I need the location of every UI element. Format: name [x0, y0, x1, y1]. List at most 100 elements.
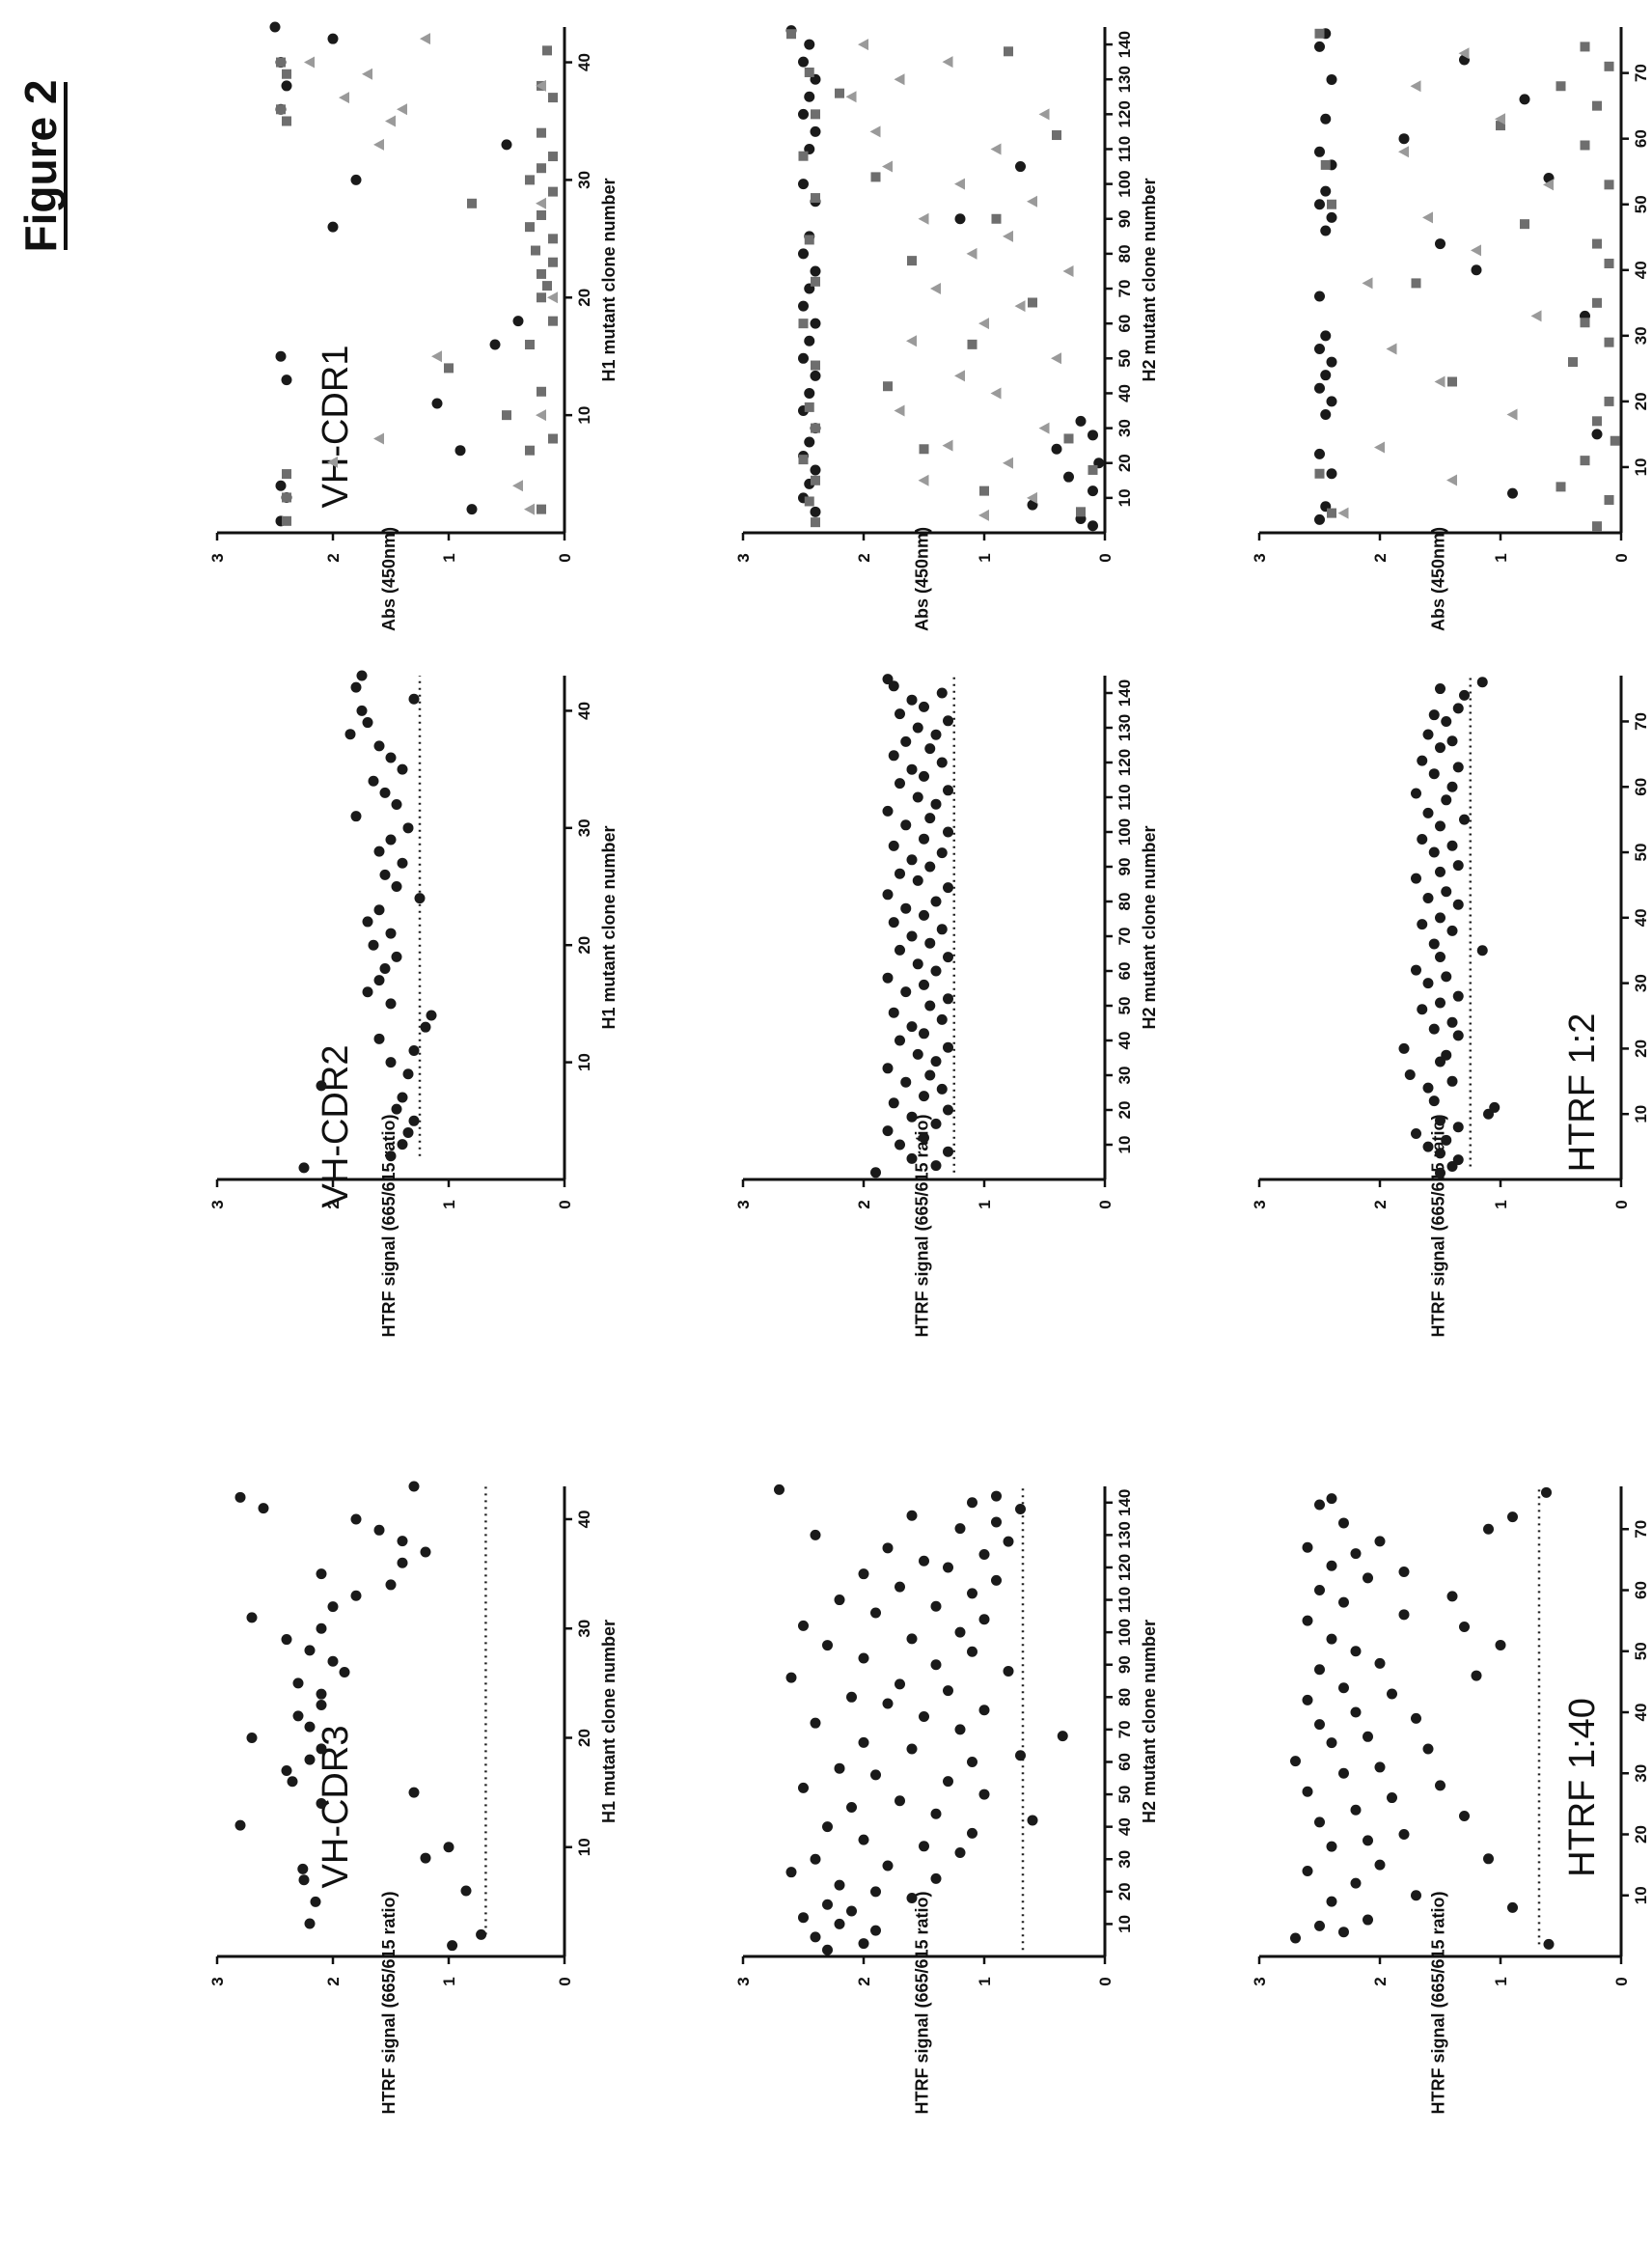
data-point-circle: [1350, 1706, 1362, 1718]
x-axis-title: H1 mutant clone number: [599, 825, 619, 1029]
data-point-circle: [895, 868, 905, 879]
data-point-circle: [954, 213, 966, 225]
data-point-circle: [368, 775, 379, 787]
data-point-circle: [804, 387, 815, 399]
data-point-circle: [1314, 1585, 1325, 1596]
data-point-triangle: [966, 247, 977, 260]
data-point-circle: [327, 33, 339, 44]
data-point-square: [548, 234, 558, 244]
data-point-square: [1314, 28, 1325, 39]
data-point-circle: [936, 687, 948, 699]
data-point-circle: [408, 1481, 420, 1492]
y-tick-label: 1: [1492, 553, 1510, 562]
column-label-htrf-1-2: HTRF 1:2: [1562, 1013, 1603, 1173]
data-point-square: [811, 475, 820, 485]
data-point-circle: [327, 1655, 339, 1667]
data-point-triangle: [1337, 507, 1349, 519]
data-point-circle: [1314, 448, 1325, 459]
data-point-circle: [895, 708, 905, 720]
y-tick-label: 0: [556, 1977, 574, 1985]
data-point-square: [537, 504, 546, 514]
data-point-circle: [297, 1863, 309, 1874]
data-point-circle: [408, 1115, 420, 1126]
x-tick-label: 40: [1115, 1032, 1134, 1050]
data-point-triangle: [858, 39, 868, 51]
data-point-circle: [870, 1167, 881, 1178]
data-point-circle: [900, 902, 912, 914]
x-tick-label: 70: [1115, 1720, 1134, 1738]
x-tick-label: 20: [1115, 1882, 1134, 1900]
x-tick-label: 110: [1115, 136, 1134, 162]
x-tick-label: 50: [1115, 1786, 1134, 1804]
x-tick-label: 30: [1115, 1067, 1134, 1085]
data-point-circle: [1398, 1042, 1410, 1054]
data-point-square: [786, 29, 796, 40]
data-point-circle: [1314, 41, 1325, 52]
data-point-circle: [810, 125, 821, 137]
data-point-circle: [350, 1513, 362, 1525]
data-point-circle: [895, 1581, 905, 1593]
data-point-circle: [991, 1574, 1002, 1586]
data-point-circle: [943, 993, 953, 1005]
data-point-circle: [943, 1104, 953, 1116]
data-point-circle: [327, 221, 339, 233]
data-point-circle: [420, 1021, 431, 1033]
y-axis-title: HTRF signal (665/615 ratio): [913, 1114, 932, 1337]
data-point-circle: [906, 1021, 918, 1033]
data-point-triangle: [1038, 108, 1050, 121]
data-point-circle: [846, 1905, 857, 1917]
data-point-circle: [943, 952, 953, 963]
data-point-circle: [912, 874, 923, 886]
data-point-triangle: [906, 335, 917, 347]
data-point-circle: [1452, 860, 1464, 872]
data-point-circle: [804, 91, 815, 102]
data-point-triangle: [1027, 195, 1037, 208]
data-point-triangle: [1374, 441, 1385, 454]
data-point-circle: [1387, 1792, 1397, 1804]
data-point-circle: [1314, 146, 1325, 157]
data-point-circle: [447, 1940, 458, 1952]
data-point-circle: [397, 1536, 408, 1547]
y-tick-label: 0: [1096, 1200, 1115, 1208]
data-point-circle: [906, 854, 918, 866]
data-point-circle: [373, 740, 385, 752]
data-point-circle: [906, 930, 918, 942]
x-tick-label: 40: [1632, 908, 1650, 927]
data-point-circle: [1338, 1767, 1349, 1779]
data-point-square: [531, 245, 540, 256]
data-point-circle: [804, 335, 815, 347]
data-point-square: [548, 316, 558, 326]
data-point-circle: [385, 752, 397, 763]
data-point-square: [1604, 494, 1614, 505]
data-point-circle: [431, 398, 443, 409]
data-point-triangle: [942, 56, 953, 69]
y-tick-label: 3: [208, 553, 227, 562]
data-point-circle: [858, 1736, 869, 1748]
data-point-circle: [1446, 1075, 1458, 1087]
data-point-circle: [304, 1645, 316, 1656]
data-point-circle: [1338, 1596, 1349, 1608]
data-point-circle: [1326, 1896, 1337, 1907]
data-point-triangle: [1038, 422, 1050, 434]
x-axis-title: H2 mutant clone number: [1140, 825, 1159, 1029]
data-point-square: [979, 485, 989, 496]
data-point-circle: [900, 986, 912, 998]
data-point-square: [1592, 521, 1602, 532]
data-point-square: [1520, 219, 1529, 230]
data-point-circle: [930, 1160, 942, 1172]
data-point-circle: [919, 1555, 929, 1567]
data-point-circle: [362, 717, 373, 729]
data-point-circle: [1435, 952, 1446, 963]
data-point-square: [276, 57, 286, 68]
data-point-circle: [912, 791, 923, 803]
data-point-circle: [895, 778, 905, 790]
data-point-circle: [304, 1754, 316, 1765]
data-point-circle: [1411, 1712, 1421, 1724]
data-point-triangle: [1003, 457, 1013, 469]
data-point-circle: [870, 1886, 881, 1898]
data-point-circle: [512, 316, 524, 327]
data-point-circle: [1302, 1541, 1313, 1553]
data-point-circle: [420, 1852, 431, 1864]
data-point-circle: [373, 904, 385, 916]
